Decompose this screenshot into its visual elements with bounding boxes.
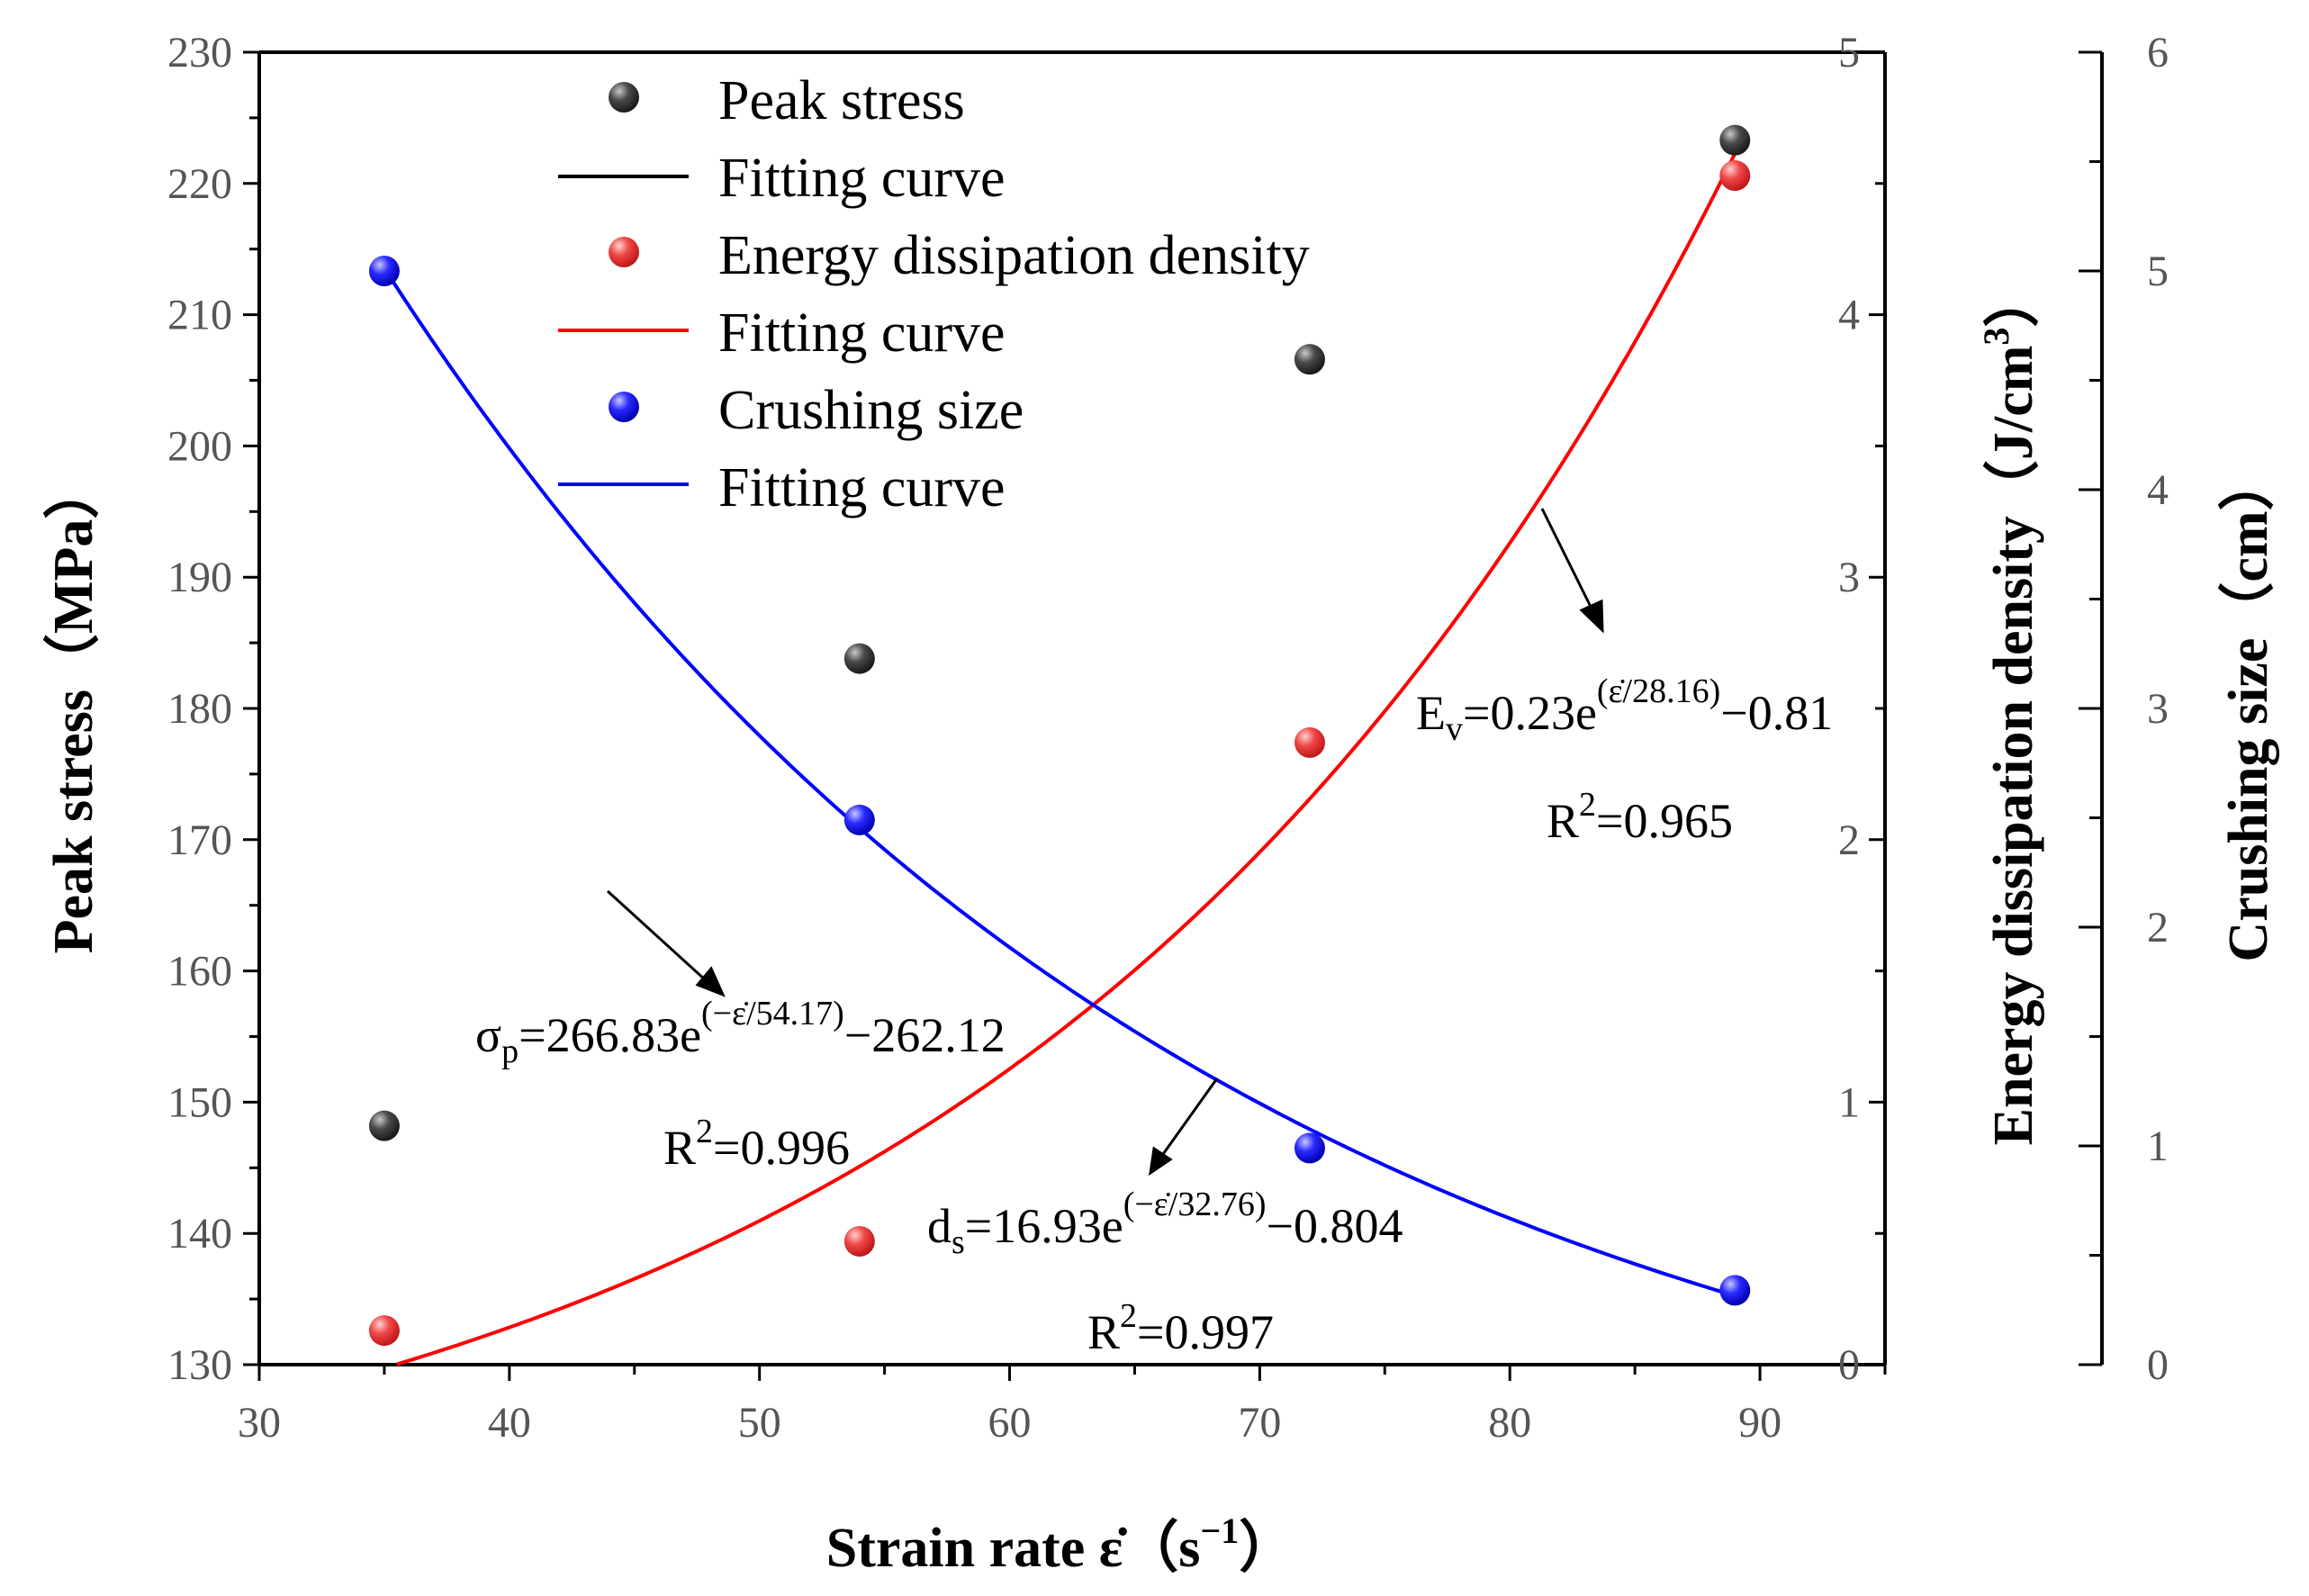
legend-marker-crushing	[609, 392, 639, 422]
legend-marker-peak-stress	[609, 82, 639, 113]
point-energy-dissipation	[843, 1225, 875, 1257]
right2-tick-label: 1	[2147, 1123, 2169, 1170]
point-crushing-size	[368, 256, 400, 286]
right2-tick-label: 5	[2147, 248, 2169, 295]
legend: Peak stress Fitting curve Energy dissipa…	[558, 70, 1310, 518]
legend-label-fit-peak: Fitting curve	[718, 148, 1006, 209]
equation-energy: Ev=0.23e(ε̇/28.16)−0.81	[1416, 672, 1833, 748]
right1-tick-label: 5	[1838, 29, 1860, 77]
data-points	[368, 124, 1751, 1347]
r2-crushing-size: R2=0.997	[1087, 1297, 1274, 1359]
point-energy-dissipation	[1294, 726, 1325, 758]
right1-tick-label: 2	[1838, 816, 1860, 864]
legend-label-peak-stress: Peak stress	[718, 70, 965, 131]
legend-label-fit-crushing: Fitting curve	[718, 457, 1006, 518]
legend-label-fit-energy: Fitting curve	[718, 302, 1006, 364]
left-tick-label: 200	[167, 422, 232, 470]
point-crushing-size	[843, 804, 875, 835]
right1-tick-label: 4	[1838, 292, 1860, 339]
right2-tick-label: 6	[2147, 29, 2169, 77]
x-tick-label: 30	[238, 1399, 281, 1447]
arrow-ds	[1159, 1078, 1219, 1158]
right-axis-2-ticks: 0 1 2 3 4 5 6	[2079, 29, 2169, 1389]
right2-tick-label: 2	[2147, 904, 2169, 951]
left-tick-label: 190	[167, 554, 232, 601]
legend-label-energy: Energy dissipation density	[718, 225, 1310, 286]
left-tick-label: 150	[167, 1078, 232, 1126]
arrow-sp-head	[695, 966, 726, 997]
left-tick-label: 220	[167, 160, 232, 208]
left-tick-label: 210	[167, 292, 232, 339]
left-axis-ticks: 130 140 150 160 170 180 190 200 210 220 230	[167, 29, 259, 1389]
right2-tick-label: 0	[2147, 1341, 2169, 1389]
arrow-sp	[606, 889, 708, 983]
x-tick-label: 70	[1238, 1399, 1281, 1447]
r2-energy: R2=0.965	[1547, 786, 1733, 848]
point-peak-stress	[1719, 124, 1751, 156]
x-axis-ticks: 30 40 50 60 70 80 90	[238, 1365, 1887, 1447]
x-tick-label: 40	[488, 1399, 531, 1447]
equation-crushing-size: ds=16.93e(−ε̇/32.76)−0.804	[927, 1186, 1403, 1261]
left-tick-label: 140	[167, 1210, 232, 1258]
point-crushing-size	[1294, 1132, 1325, 1164]
left-tick-label: 160	[167, 948, 232, 996]
left-tick-label: 170	[167, 816, 232, 864]
fit-curve-crushing-size	[383, 266, 1736, 1298]
right-axis-2-title: Crushing size（cm）	[2216, 455, 2279, 961]
right1-tick-label: 1	[1838, 1078, 1860, 1126]
x-axis-title: Strain rate ε̇（s−1）	[826, 1510, 1295, 1579]
annotation-arrows	[606, 508, 1604, 1177]
fit-curve-energy-dissipation	[396, 152, 1737, 1366]
point-peak-stress	[368, 1110, 400, 1141]
x-tick-label: 60	[988, 1399, 1032, 1447]
right-axis-1-ticks: 0 1 2 3 4 5	[1838, 29, 1885, 1389]
right1-tick-label: 0	[1838, 1341, 1860, 1389]
arrow-ev-head	[1579, 599, 1604, 634]
legend-label-crushing: Crushing size	[718, 380, 1024, 441]
right2-tick-label: 4	[2147, 466, 2169, 514]
r2-peak-stress: R2=0.996	[663, 1113, 850, 1175]
right2-tick-label: 3	[2147, 685, 2169, 733]
x-tick-label: 90	[1738, 1399, 1781, 1447]
point-crushing-size	[1719, 1275, 1751, 1306]
left-tick-label: 230	[167, 29, 232, 77]
x-tick-label: 50	[738, 1399, 781, 1447]
equation-peak-stress: σp=266.83e(−ε̇/54.17)−262.12	[475, 995, 1006, 1070]
arrow-ds-head	[1149, 1146, 1173, 1177]
x-tick-label: 80	[1488, 1399, 1531, 1447]
left-axis-title: Peak stress（MPa）	[41, 464, 104, 954]
point-peak-stress	[843, 643, 875, 674]
left-tick-label: 130	[167, 1341, 232, 1389]
legend-marker-energy	[609, 237, 639, 267]
point-peak-stress	[1294, 344, 1325, 375]
right-axis-1-title: Energy dissipation density（J/cm3）	[1976, 272, 2044, 1146]
point-energy-dissipation	[368, 1315, 400, 1347]
arrow-ev	[1540, 508, 1595, 613]
right1-tick-label: 3	[1838, 554, 1860, 601]
point-energy-dissipation	[1719, 160, 1751, 192]
left-tick-label: 180	[167, 685, 232, 733]
